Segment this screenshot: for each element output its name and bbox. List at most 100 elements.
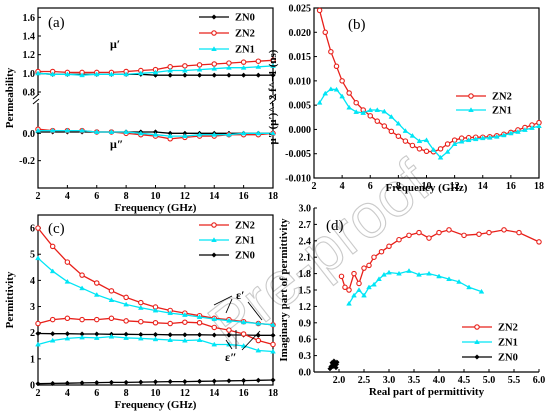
y-tick-label: 1.2 xyxy=(23,50,36,61)
x-tick-label: 6 xyxy=(368,181,373,192)
series-zn1-imag-point xyxy=(152,336,159,342)
series-zn1-point xyxy=(328,86,334,92)
series-zn2-imag-point xyxy=(211,324,218,331)
series-zn2-point xyxy=(461,232,467,239)
series-zn1-real-point xyxy=(64,278,71,284)
legend-marker-zn0-point xyxy=(211,252,217,258)
legend-label-zn2: ZN2 xyxy=(235,221,255,232)
series-zn2-point xyxy=(516,229,522,236)
x-tick-label: 10 xyxy=(422,181,432,192)
series-zn0-real-point xyxy=(226,332,232,338)
y-tick-label: 1.5 xyxy=(299,286,312,297)
y-tick-label: 0.3 xyxy=(299,351,312,362)
series-zn2-point xyxy=(444,141,451,147)
legend-marker-zn0-point xyxy=(474,354,480,360)
series-zn1-point xyxy=(416,138,423,144)
series-zn1-point xyxy=(366,284,372,290)
series-zn0-imag-point xyxy=(108,379,115,386)
series-zn2-point xyxy=(402,138,409,144)
axis-break-right xyxy=(269,93,277,105)
series-zn1-real-point xyxy=(79,285,85,291)
series-zn2-real-point xyxy=(182,63,188,69)
series-zn0-real-point xyxy=(138,331,144,338)
series-zn1-point xyxy=(376,276,382,282)
series-zn1-point xyxy=(446,276,452,282)
x-tick-label: 4 xyxy=(340,181,345,192)
y-axis-title: Permeability xyxy=(4,67,16,128)
series-zn2-real-point xyxy=(64,259,71,265)
series-zn1-point xyxy=(353,109,360,114)
x-axis-title: Frequency (GHz) xyxy=(386,182,468,194)
series-zn1-point xyxy=(333,86,340,92)
series-zn0-real-point xyxy=(240,72,247,78)
series-zn1-real-point xyxy=(211,65,218,71)
y-tick-label: 0.6 xyxy=(299,335,312,346)
x-tick-label: 10 xyxy=(151,388,161,399)
series-zn2-real-point xyxy=(240,59,247,65)
series-zn0-real-point xyxy=(196,72,203,78)
series-zn2-real-point xyxy=(270,57,276,64)
y-axis-title: Imaginary part of permittivity xyxy=(278,218,290,362)
y-tick-label: 0 xyxy=(30,381,35,392)
series-zn0-real-point xyxy=(123,331,129,337)
series-zn2-imag-point xyxy=(196,320,203,326)
x-tick-label: 5.5 xyxy=(508,375,521,386)
legend-marker-zn2-point xyxy=(211,30,217,36)
series-zn1-imag-point xyxy=(182,337,188,343)
series-zn1-real-point xyxy=(35,255,41,261)
series-zn2-point xyxy=(342,284,348,291)
series-zn1-point xyxy=(402,128,409,133)
series-zn2-point xyxy=(416,146,423,152)
series-zn2-point xyxy=(536,239,542,245)
y-tick-label: 0.8 xyxy=(23,88,36,99)
series-zn0-imag-point xyxy=(211,378,217,384)
x-tick-label: 3.0 xyxy=(383,375,396,386)
y-tick-label: 0.0 xyxy=(23,129,36,140)
series-zn1-point xyxy=(388,114,395,119)
legend-label-zn2: ZN2 xyxy=(235,29,255,40)
series-zn1-point xyxy=(465,137,472,143)
y-tick-label: 2.1 xyxy=(299,253,312,264)
annotation-arrows-real xyxy=(213,295,263,321)
series-zn1-point xyxy=(339,93,345,99)
series-zn2-point xyxy=(409,142,416,149)
series-zn1-real-point xyxy=(226,64,232,70)
series-zn1-point xyxy=(386,269,392,275)
series-zn2-point xyxy=(361,265,367,271)
series-zn2-imag-point xyxy=(79,316,85,323)
x-tick-label: 8 xyxy=(396,181,401,192)
legend-marker-zn0-point xyxy=(211,14,217,20)
series-zn0-real-point xyxy=(152,331,159,338)
series-zn0-real-point xyxy=(226,72,232,78)
series-zn1-imag-point xyxy=(137,130,144,136)
annotation-mu-real: μ′ xyxy=(110,37,120,51)
series-zn0-real-point xyxy=(64,331,71,337)
series-zn1-point xyxy=(356,287,362,292)
series-zn0-real-point xyxy=(255,72,261,78)
series-zn2-point xyxy=(476,231,482,237)
y-tick-label: 3 xyxy=(30,302,35,313)
series-zn1-point xyxy=(437,154,444,160)
y-tick-label: 2.4 xyxy=(299,236,312,247)
x-tick-label: 14 xyxy=(209,388,219,399)
series-zn1-point xyxy=(374,107,381,112)
legend-label-zn1: ZN1 xyxy=(235,45,255,56)
series-zn1-point xyxy=(351,292,357,298)
y-tick-label: 0.010 xyxy=(289,76,312,87)
series-zn1-real-point xyxy=(167,67,174,73)
series-zn1-imag-point xyxy=(108,333,115,339)
series-zn2-point xyxy=(339,78,345,84)
series-zn1-point xyxy=(346,300,352,306)
series-zn2-real-point xyxy=(79,272,85,278)
series-zn1-real-point xyxy=(240,64,247,70)
series-zn1-point xyxy=(479,135,486,141)
y-tick-label: 0.0 xyxy=(299,368,312,379)
x-tick-label: 4 xyxy=(65,191,70,202)
series-zn1-point xyxy=(522,127,528,132)
series-zn1-real-point xyxy=(270,322,276,327)
series-zn0-imag-point xyxy=(123,379,129,386)
series-zn0-imag-point xyxy=(196,378,203,384)
series-zn0-real-point xyxy=(182,72,188,78)
series-zn1-point xyxy=(436,273,442,279)
